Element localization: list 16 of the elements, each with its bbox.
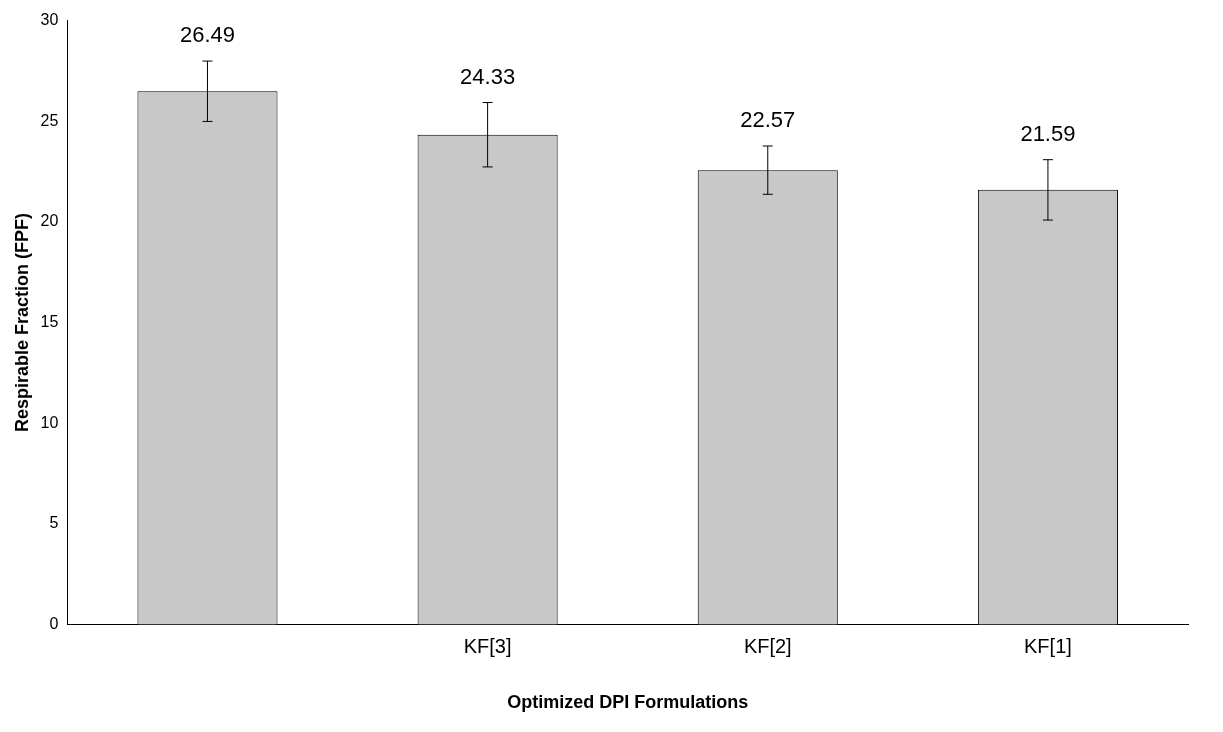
y-tick-label: 30 <box>40 11 59 29</box>
y-tick-label: 25 <box>40 111 59 129</box>
data-label: 26.49 <box>179 22 235 48</box>
y-tick-label: 5 <box>49 514 59 532</box>
y-tick-label: 10 <box>40 413 59 431</box>
y-tick-label: 20 <box>40 212 59 230</box>
data-label: 24.33 <box>460 63 516 89</box>
y-tick-label: 15 <box>40 312 59 330</box>
data-label: 22.57 <box>740 107 796 133</box>
y-axis-title: Respirable Fraction (FPF) <box>11 212 32 433</box>
x-tick-label: KF[2] <box>743 634 792 657</box>
x-tick-label: KF[1] <box>1024 634 1072 657</box>
y-tick-label: 0 <box>49 614 59 632</box>
x-tick-label: KF[3] <box>463 634 512 657</box>
x-axis-title: Optimized DPI Formulations <box>507 692 749 713</box>
data-label: 21.59 <box>1020 120 1076 146</box>
